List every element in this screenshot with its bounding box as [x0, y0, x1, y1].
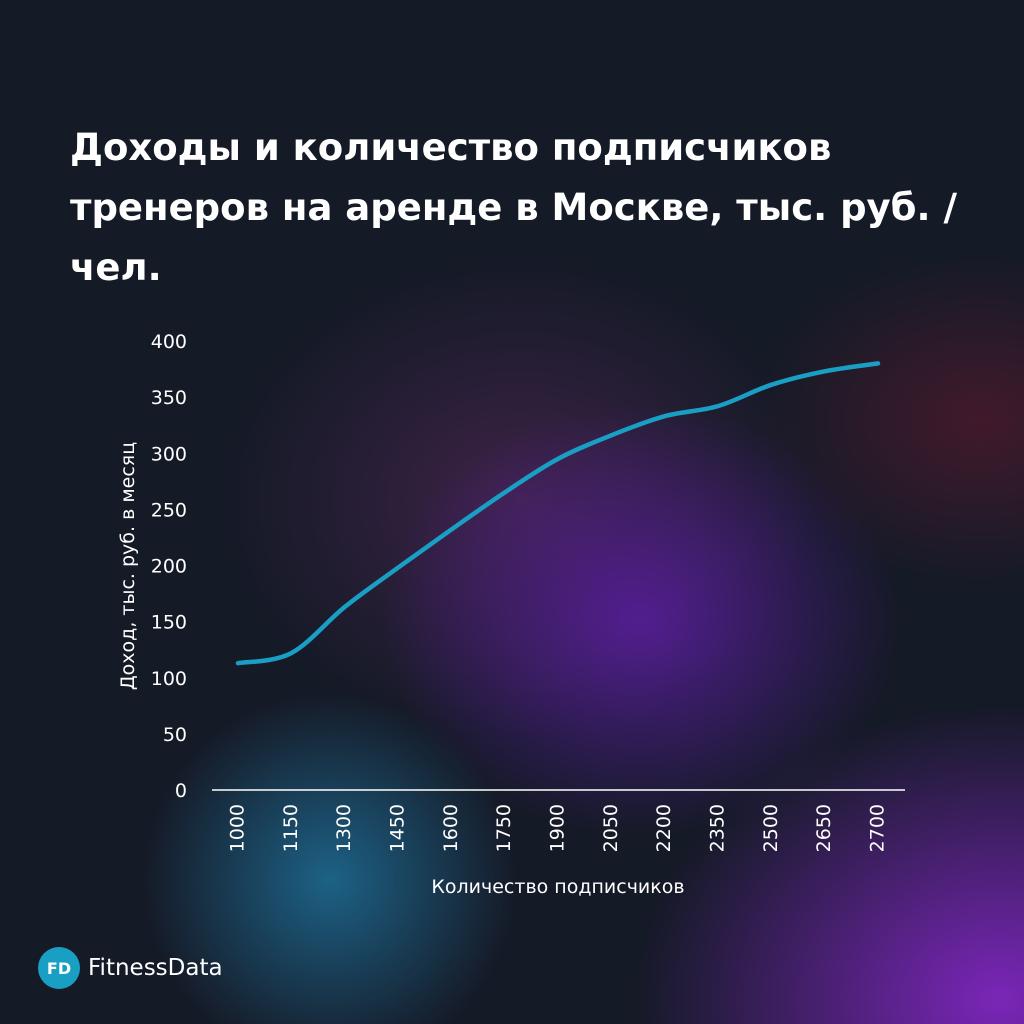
y-tick-label: 300 — [151, 443, 187, 465]
y-tick-label: 350 — [151, 387, 187, 409]
brand-badge-icon: FD — [38, 947, 80, 989]
y-tick-label: 100 — [151, 668, 187, 690]
x-axis-ticks: 1000 1150 1300 1450 1600 1750 1900 2050 2200 2350… — [227, 804, 889, 852]
y-tick-label: 150 — [151, 612, 187, 634]
y-axis-title: Доход, тыс. руб. в месяц — [117, 442, 139, 690]
y-tick-label: 0 — [175, 780, 187, 802]
y-tick-label: 200 — [151, 556, 187, 578]
x-tick-label: 2650 — [813, 804, 835, 852]
brand-logo: FD FitnessData — [38, 946, 223, 990]
x-tick-label: 1450 — [387, 804, 409, 852]
x-tick-label: 2500 — [760, 804, 782, 852]
y-axis-ticks: 0 50 100 150 200 250 300 350 400 — [151, 331, 187, 802]
y-tick-label: 250 — [151, 499, 187, 521]
x-axis-title: Количество подписчиков — [431, 876, 684, 898]
x-tick-label: 2700 — [867, 804, 889, 852]
x-tick-label: 2350 — [707, 804, 729, 852]
x-tick-label: 1900 — [547, 804, 569, 852]
brand-name: FitnessData — [88, 955, 223, 981]
x-tick-label: 2200 — [653, 804, 675, 852]
y-tick-label: 50 — [163, 724, 187, 746]
x-tick-label: 2050 — [600, 804, 622, 852]
x-tick-label: 1600 — [440, 804, 462, 852]
x-tick-label: 1000 — [227, 804, 249, 852]
chart-title: Доходы и количество подписчиков тренеров… — [70, 126, 957, 289]
y-tick-label: 400 — [151, 331, 187, 353]
x-tick-label: 1750 — [493, 804, 515, 852]
x-tick-label: 1300 — [333, 804, 355, 852]
x-tick-label: 1150 — [280, 804, 302, 852]
series-line — [235, 361, 881, 666]
